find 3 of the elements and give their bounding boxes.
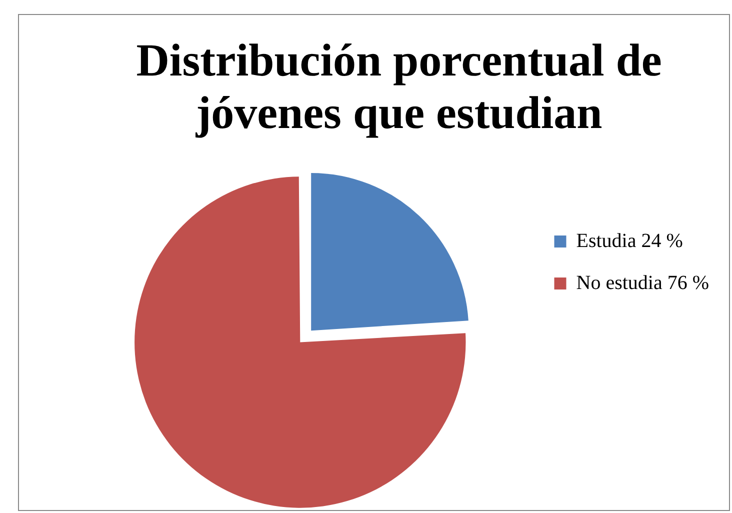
- chart-title: Distribución porcentual de jóvenes que estudian: [136, 34, 662, 138]
- legend-label: No estudia 76 %: [576, 272, 710, 294]
- legend-label: Estudia 24 %: [576, 230, 683, 252]
